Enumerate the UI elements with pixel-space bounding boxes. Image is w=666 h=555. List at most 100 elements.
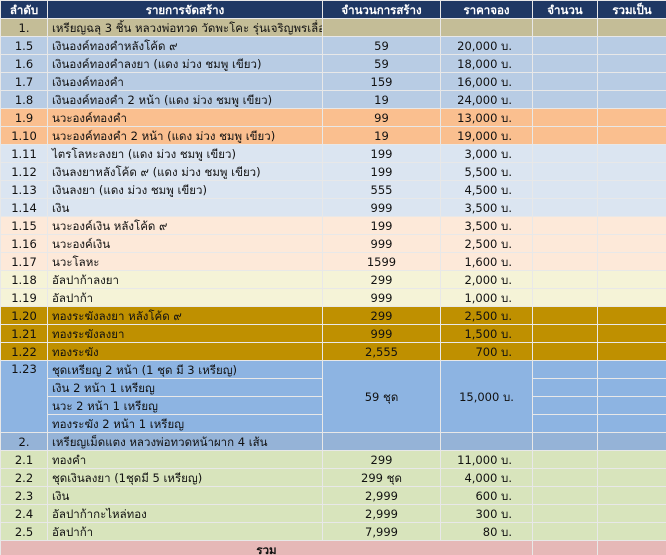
row: 1.9 นวะองค์ทองคำ 99 13,000 บ. — [0, 108, 666, 127]
cell — [532, 198, 598, 217]
row-number: 1.15 — [0, 216, 48, 235]
row: 2.3 เงิน 2,999 600 บ. — [0, 486, 666, 505]
cell — [597, 36, 666, 55]
cell — [597, 54, 666, 73]
price: 3,000 บ. — [440, 144, 533, 163]
quantity: 299 — [322, 270, 441, 289]
cell — [322, 18, 441, 37]
cell — [597, 288, 666, 307]
item-name: เงินองค์ทองคำ 2 หน้า (แดง ม่วง ชมพู เขีย… — [47, 90, 323, 109]
column-header: จำนวน — [532, 0, 598, 19]
row: 1.13 เงินลงยา (แดง ม่วง ชมพู เขียว) 555 4,5… — [0, 180, 666, 199]
column-header: ลำดับ — [0, 0, 48, 19]
item-name: ทองระฆัง 2 หน้า 1 เหรียญ — [47, 414, 323, 433]
row: 1.14 เงิน 999 3,500 บ. — [0, 198, 666, 217]
cell — [532, 54, 598, 73]
item-name: อัลปาก้าลงยา — [47, 270, 323, 289]
row-number: 2. — [0, 432, 48, 451]
price: 4,000 บ. — [440, 468, 533, 487]
row-number: 1.14 — [0, 198, 48, 217]
price: 3,500 บ. — [440, 216, 533, 235]
quantity: 59 ชุด — [322, 360, 441, 433]
item-name: เหรียญฉลุ 3 ชิ้น หลวงพ่อทวด วัดพะโคะ รุ่… — [47, 18, 323, 37]
cell — [532, 378, 598, 397]
column-header: จำนวนการสร้าง — [322, 0, 441, 19]
price: 1,600 บ. — [440, 252, 533, 271]
column-header: ราคาจอง — [440, 0, 533, 19]
item-name: เงิน — [47, 198, 323, 217]
cell — [597, 144, 666, 163]
price: 15,000 บ. — [440, 360, 533, 433]
cell — [597, 540, 666, 555]
price: 20,000 บ. — [440, 36, 533, 55]
row: 1.23 ชุดเหรียญ 2 หน้า (1 ชุด มี 3 เหรียญ)… — [0, 360, 666, 433]
price: 1,500 บ. — [440, 324, 533, 343]
quantity: 59 — [322, 54, 441, 73]
cell — [597, 432, 666, 451]
cell — [532, 216, 598, 235]
item-name: ไตรโลหะลงยา (แดง ม่วง ชมพู เขียว) — [47, 144, 323, 163]
quantity: 199 — [322, 144, 441, 163]
item-name: นวะองค์เงิน หลังโค้ด ๙ — [47, 216, 323, 235]
cell — [532, 108, 598, 127]
row-number: 1.8 — [0, 90, 48, 109]
row: 1.10 นวะองค์ทองคำ 2 หน้า (แดง ม่วง ชมพู เ… — [0, 126, 666, 145]
item-name: นวะองค์ทองคำ 2 หน้า (แดง ม่วง ชมพู เขียว… — [47, 126, 323, 145]
cell — [532, 486, 598, 505]
cell — [532, 270, 598, 289]
cell — [532, 36, 598, 55]
quantity: 199 — [322, 162, 441, 181]
row: 1.17 นวะโลหะ 1599 1,600 บ. — [0, 252, 666, 271]
row: 2. เหรียญเม็ดแตง หลวงพ่อทวดหน้าผาก 4 เส้น — [0, 432, 666, 451]
cell — [532, 18, 598, 37]
item-name: นวะองค์ทองคำ — [47, 108, 323, 127]
cell — [532, 126, 598, 145]
cell — [532, 234, 598, 253]
item-name: เงินลงยา (แดง ม่วง ชมพู เขียว) — [47, 180, 323, 199]
row-number: 1.11 — [0, 144, 48, 163]
cell — [532, 360, 598, 379]
quantity: 2,999 — [322, 504, 441, 523]
price: 1,000 บ. — [440, 288, 533, 307]
quantity: 999 — [322, 324, 441, 343]
row: 1.12 เงินลงยาหลังโค้ด ๙ (แดง ม่วง ชมพู เข… — [0, 162, 666, 181]
row-number: 1.18 — [0, 270, 48, 289]
price: 18,000 บ. — [440, 54, 533, 73]
price: 11,000 บ. — [440, 450, 533, 469]
item-name: เงิน 2 หน้า 1 เหรียญ — [47, 378, 323, 397]
item-name: ทองระฆัง — [47, 342, 323, 361]
cell — [597, 324, 666, 343]
row: 1.16 นวะองค์เงิน 999 2,500 บ. — [0, 234, 666, 253]
row: 2.2 ชุดเงินลงยา (1ชุดมี 5 เหรียญ) 299 ชุด 4… — [0, 468, 666, 487]
row-number: 2.4 — [0, 504, 48, 523]
cell — [597, 486, 666, 505]
cell — [532, 540, 598, 555]
row-number: 2.5 — [0, 522, 48, 541]
cell — [532, 342, 598, 361]
row: 1.18 อัลปาก้าลงยา 299 2,000 บ. — [0, 270, 666, 289]
cell — [597, 126, 666, 145]
cell — [532, 414, 598, 433]
price: 13,000 บ. — [440, 108, 533, 127]
row-number: 1.13 — [0, 180, 48, 199]
quantity: 199 — [322, 216, 441, 235]
item-name: นวะ 2 หน้า 1 เหรียญ — [47, 396, 323, 415]
row: 1.22 ทองระฆัง 2,555 700 บ. — [0, 342, 666, 361]
row-number: 1.6 — [0, 54, 48, 73]
cell — [532, 180, 598, 199]
row-number: 1. — [0, 18, 48, 37]
row-number: 2.2 — [0, 468, 48, 487]
item-name: อัลปาก้ากะไหล่ทอง — [47, 504, 323, 523]
quantity: 555 — [322, 180, 441, 199]
cell — [597, 234, 666, 253]
cell — [532, 522, 598, 541]
cell — [597, 342, 666, 361]
cell — [597, 180, 666, 199]
cell — [597, 162, 666, 181]
row-number: 1.17 — [0, 252, 48, 271]
cell — [597, 396, 666, 415]
cell — [532, 468, 598, 487]
cell — [532, 162, 598, 181]
